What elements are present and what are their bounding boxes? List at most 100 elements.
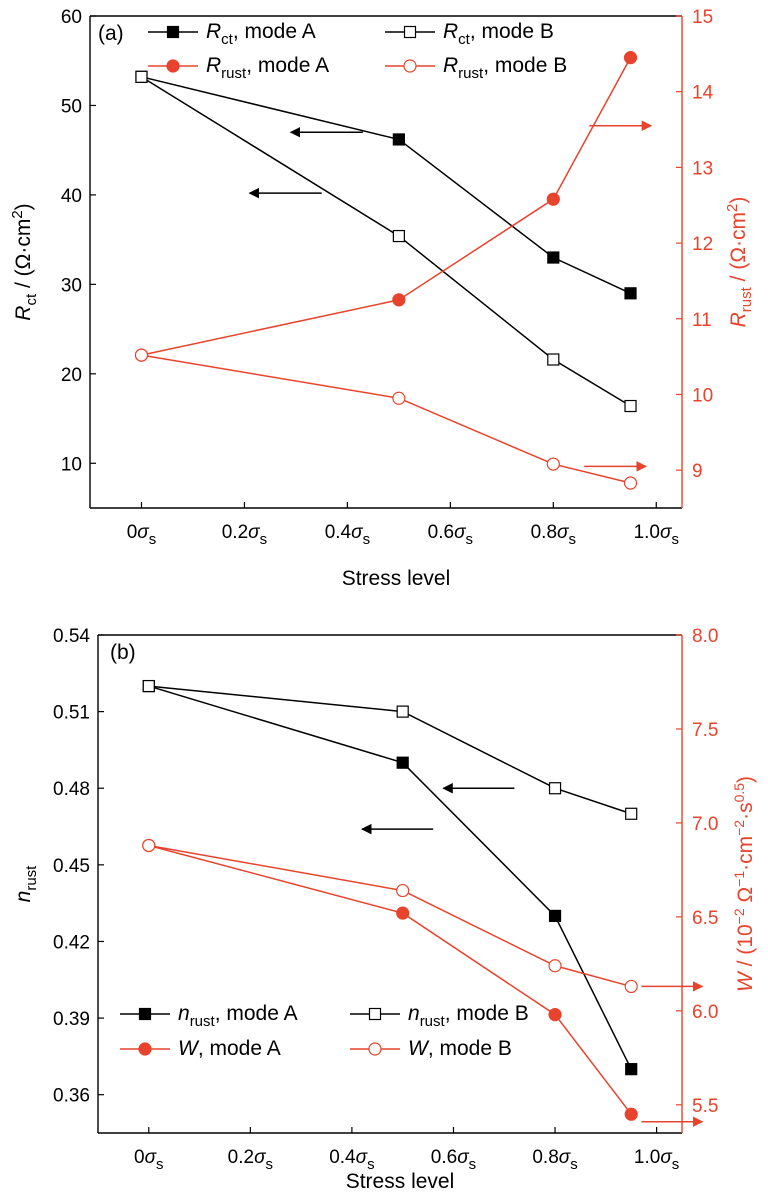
series-line [141,354,631,484]
data-point [623,51,638,65]
legend-item: Rct, mode B [385,20,554,48]
y-tick-label-right: 6.5 [692,908,718,929]
y-tick-label-left: 20 [61,365,82,386]
legend-label: W, mode A [178,1037,281,1060]
y-tick-label-right: 12 [692,234,713,255]
y-axis-label-left: Rct / (Ω·cm2) [9,203,40,320]
x-tick-label: 1.0σs [634,522,679,548]
x-tick-label: 0.4σs [329,1147,374,1173]
y-tick-label-left: 50 [61,96,82,117]
data-point [624,399,637,413]
y-tick-label-left: 0.36 [53,1086,90,1107]
y-tick-label-left: 0.42 [53,932,90,953]
data-point [546,192,560,206]
series-rrust-a [134,51,638,362]
y-tick-label-left: 30 [61,275,82,296]
panel-a: 0σs 0.2σs 0.4σs 0.6σs 0.8σs 1.0σs 10 20 30 40 50 60… [9,7,755,590]
x-tick-label: 0.6σs [431,1147,476,1173]
legend-label: Rct, mode B [443,20,554,48]
data-point [392,133,405,146]
y-tick-label-left: 0.48 [53,779,90,800]
data-point [548,782,562,795]
series-line [141,57,632,356]
y-tick-label-left: 0.45 [53,856,90,877]
legend-marker [368,1042,382,1056]
data-point [142,838,156,853]
y-axis-label-right: Rrust / (Ω·cm2) [724,197,755,328]
data-point [396,756,409,769]
legend-marker [403,59,417,73]
data-point [134,348,149,362]
data-point [396,705,409,718]
y-tick-label-right: 14 [692,83,714,104]
y-tick-label-right: 8.0 [692,626,718,647]
data-point [624,287,637,300]
data-point [624,979,638,994]
y-tick-label-right: 5.5 [692,1096,718,1117]
data-point [625,807,638,820]
y-tick-label-right: 13 [692,158,713,179]
legend-item: nrust, mode A [120,1002,298,1030]
series-rrust-b [134,348,638,490]
legend-label: Rrust, mode B [443,54,567,82]
x-tick-label: 0σs [134,1147,164,1173]
legend-item: nrust, mode B [350,1002,529,1030]
data-point [623,476,638,490]
series-line [148,844,632,988]
y-tick-label-right: 10 [692,385,713,406]
legend: Rct, mode A Rct, mode B Rrust, mode A Rrust… [148,20,567,82]
panel-label: (a) [98,22,124,45]
legend-marker [403,25,417,39]
x-axis-label: Stress level [346,1170,455,1193]
y-tick-label-left: 60 [61,7,82,28]
data-point [392,391,406,405]
legend-marker [166,25,180,39]
y-tick-label-right: 9 [692,461,703,482]
legend-label: nrust, mode A [178,1002,298,1030]
legend-item: Rrust, mode A [148,54,329,82]
series-line [141,76,631,407]
series-line [141,76,631,294]
data-point [547,251,560,264]
y-tick-label-left: 0.51 [53,703,90,724]
series-rct-b [135,70,637,413]
x-tick-label: 1.0σs [634,1147,679,1173]
x-tick-label: 0.6σs [428,522,473,548]
panel-b: 0σs 0.2σs 0.4σs 0.6σs 0.8σs 1.0σs 0.36 0.39 0.42… [12,626,757,1193]
legend-marker [138,1007,152,1021]
data-point [625,1063,638,1076]
legend-label: Rct, mode A [206,20,316,48]
data-point [392,293,406,307]
y-tick-label-right: 11 [692,310,712,331]
x-tick-label: 0.4σs [325,522,370,548]
y-axis-label-left: nrust [12,865,40,903]
legend-label: W, mode B [408,1037,512,1060]
x-tick-label: 0.2σs [228,1147,273,1173]
data-point [548,1008,562,1022]
legend-item: W, mode B [350,1037,512,1060]
x-tick-label: 0.2σs [222,522,267,548]
legend: nrust, mode A nrust, mode B W, mode A W, mo… [120,1002,529,1060]
x-tick-label: 0σs [127,522,157,548]
y-tick-label-right: 6.0 [692,1002,718,1023]
y-tick-label-left: 0.54 [53,626,90,647]
series-w-b [142,838,638,994]
legend-marker [166,59,180,73]
data-point [396,883,410,898]
data-point [396,906,410,920]
y-tick-label-left: 0.39 [53,1009,90,1030]
series-w-a [142,838,638,1121]
series-line [148,844,632,1115]
x-tick-label: 0.8σs [531,522,576,548]
series-line [148,685,632,815]
legend-label: Rrust, mode A [206,54,329,82]
x-tick-label: 0.8σs [532,1147,577,1173]
legend-item: W, mode A [120,1037,281,1060]
data-point [546,457,560,471]
data-point [392,229,405,243]
legend-label: nrust, mode B [408,1002,529,1030]
series-nrust-b [142,679,638,820]
data-point [135,70,148,83]
data-point [547,353,560,366]
